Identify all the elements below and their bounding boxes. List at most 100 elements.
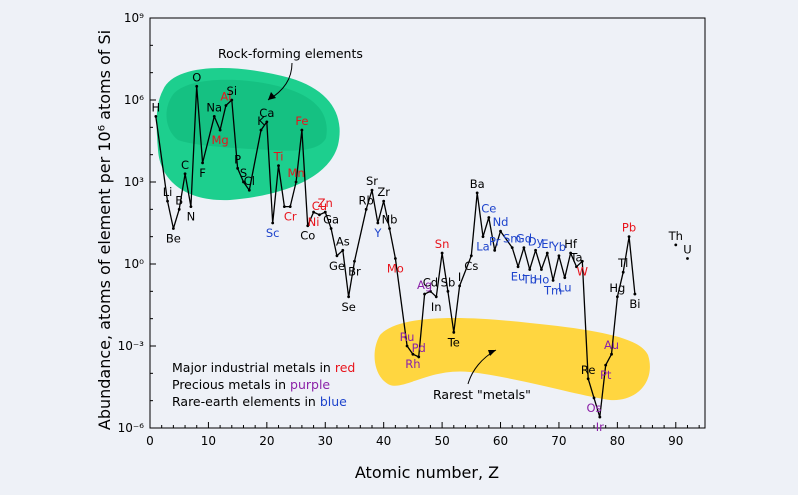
legend-rare-earth-text: Rare-earth elements in — [172, 394, 320, 409]
point-mo — [393, 257, 397, 260]
element-label-ir: Ir — [596, 420, 604, 434]
element-label-ho: Ho — [534, 272, 550, 286]
axis-ticks: 0 10 20 30 40 50 60 70 80 90 10⁻⁶ 10⁻³ 10⁰ 10³ 10⁶ 10⁹ — [118, 11, 700, 448]
point-be — [171, 227, 175, 230]
element-label-nb: Nb — [382, 212, 398, 226]
point-ta — [575, 265, 578, 269]
point-re — [586, 377, 590, 381]
point-pt — [604, 363, 608, 367]
element-label-ti: Ti — [273, 150, 284, 164]
point-rb — [364, 207, 368, 211]
element-label-ba: Ba — [470, 177, 485, 191]
element-label-er: Er — [541, 237, 553, 251]
element-label-c: C — [181, 158, 189, 172]
y-tick-label: 10⁰ — [124, 257, 144, 271]
element-label-lu: Lu — [558, 281, 572, 295]
point-zn — [323, 210, 327, 214]
legend-precious-text: Precious metals in — [172, 377, 290, 392]
element-label-in: In — [431, 300, 442, 314]
point-li — [166, 199, 169, 203]
point-te — [452, 330, 456, 334]
point-p — [236, 166, 240, 170]
y-tick-label: 10⁻⁶ — [118, 421, 145, 435]
abundance-series — [154, 84, 689, 419]
rock-forming-label: Rock-forming elements — [218, 46, 363, 61]
legend: Major industrial metals in red Precious … — [172, 360, 355, 409]
point-ca — [265, 120, 269, 124]
point-mg — [218, 128, 222, 132]
point-in — [434, 295, 438, 299]
element-label-ce: Ce — [481, 202, 496, 216]
element-label-pr: Pr — [489, 234, 501, 248]
element-label-se: Se — [341, 300, 355, 314]
legend-precious-key: purple — [290, 377, 330, 392]
element-label-hf: Hf — [564, 237, 578, 251]
point-cr — [288, 205, 292, 209]
element-label-na: Na — [206, 100, 222, 114]
element-label-u: U — [683, 243, 691, 257]
element-label-cd: Cd — [423, 275, 438, 289]
point-zr — [382, 199, 386, 203]
element-label-y: Y — [373, 226, 382, 240]
element-label-sb: Sb — [441, 275, 456, 289]
point-ru — [405, 344, 409, 348]
element-label-tb: Tb — [522, 272, 537, 286]
element-label-k: K — [257, 114, 265, 128]
point-lu — [563, 276, 567, 280]
abundance-line — [155, 85, 636, 418]
x-tick-label: 0 — [146, 434, 154, 448]
element-label-mo: Mo — [387, 262, 404, 276]
rock-forming-region-core — [166, 79, 327, 151]
rarest-metals-region — [374, 318, 650, 401]
point-b — [177, 207, 181, 211]
point-pd — [417, 355, 421, 359]
point-h — [154, 115, 158, 118]
point-pb — [627, 235, 631, 239]
point-er — [545, 251, 549, 255]
element-label-pb: Pb — [622, 221, 636, 235]
element-label-rb: Rb — [359, 193, 374, 207]
element-label-si: Si — [227, 84, 238, 98]
element-label-cr: Cr — [284, 210, 297, 224]
point-ce — [487, 216, 491, 219]
point-ge — [335, 254, 339, 258]
point-cd — [429, 289, 432, 293]
element-label-i: I — [458, 270, 461, 284]
element-label-as: As — [336, 234, 350, 248]
element-label-dy: Dy — [528, 234, 544, 248]
point-sm — [510, 246, 514, 250]
element-label-nd: Nd — [493, 215, 509, 229]
element-label-zn: Zn — [318, 196, 333, 210]
point-nd — [499, 229, 502, 233]
element-label-ag: Ag — [417, 278, 432, 292]
x-tick-label: 70 — [551, 434, 566, 448]
element-label-rh: Rh — [405, 357, 420, 371]
element-label-w: W — [577, 264, 588, 278]
element-label-la: La — [476, 240, 489, 254]
element-label-yb: Yb — [551, 240, 566, 254]
x-tick-label: 40 — [376, 434, 391, 448]
x-tick-label: 90 — [668, 434, 683, 448]
element-label-re: Re — [581, 363, 596, 377]
point-ir — [598, 415, 602, 419]
point-f — [201, 161, 204, 165]
element-label-au: Au — [604, 338, 619, 352]
element-label-fe: Fe — [295, 114, 308, 128]
element-label-ge: Ge — [329, 259, 345, 273]
point-ag — [423, 292, 426, 296]
element-label-sn: Sn — [435, 237, 450, 251]
element-label-bi: Bi — [629, 297, 640, 311]
element-label-tl: Tl — [617, 256, 628, 270]
element-label-n: N — [187, 210, 196, 224]
element-label-ca: Ca — [259, 106, 274, 120]
rock-forming-region — [156, 68, 340, 201]
element-label-ru: Ru — [400, 330, 415, 344]
point-hg — [615, 295, 619, 299]
element-label-be: Be — [166, 231, 181, 245]
y-tick-label: 10⁶ — [124, 93, 144, 107]
point-na — [212, 115, 216, 118]
point-u — [686, 257, 689, 260]
element-label-th: Th — [668, 229, 683, 243]
